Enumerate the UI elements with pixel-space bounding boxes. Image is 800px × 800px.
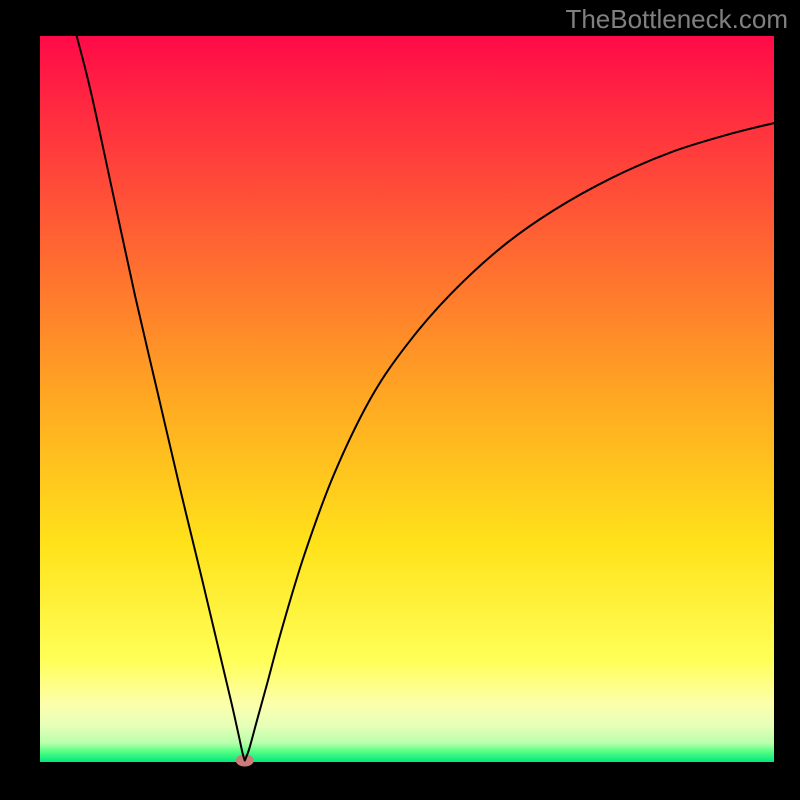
- bottleneck-chart: [0, 0, 800, 800]
- chart-container: TheBottleneck.com: [0, 0, 800, 800]
- watermark: TheBottleneck.com: [565, 4, 788, 35]
- plot-background: [40, 36, 774, 762]
